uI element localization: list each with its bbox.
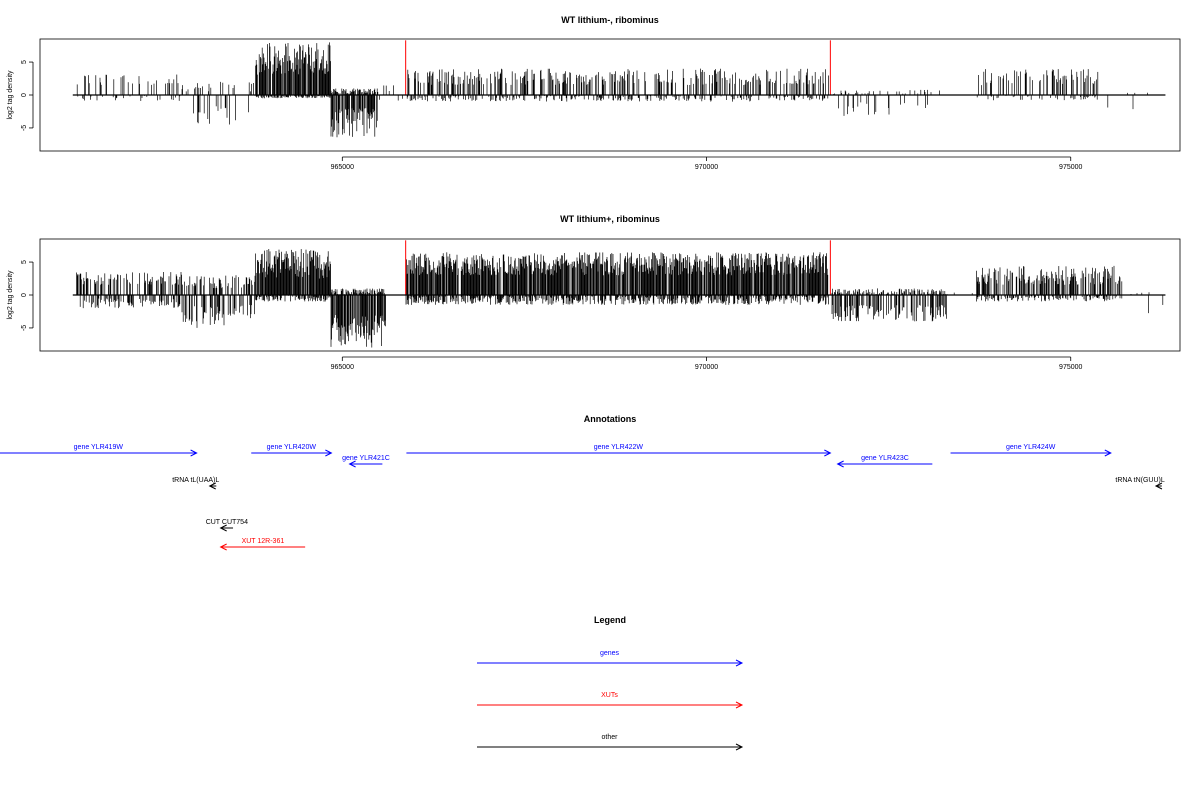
legend-item: XUTs [477,692,744,709]
feature-label: gene YLR419W [74,444,124,451]
y-tick-label: 0 [21,93,28,97]
feature-label: tRNA tN(GUU)L [1115,477,1165,484]
legend-title: Legend [594,615,626,625]
legend: Legend genes XUTs other [477,615,744,751]
x-tick-label: 970000 [695,164,718,171]
arrow-head [735,701,744,709]
y-tick-label: 5 [21,60,28,64]
x-tick-label: 970000 [695,364,718,371]
feature-label: gene YLR420W [267,444,317,451]
chart-title: WT lithium+, ribominus [560,214,660,224]
y-tick-label: 5 [21,260,28,264]
x-axis: 965000 970000 975000 [331,356,1083,371]
x-tick-label: 975000 [1059,164,1082,171]
feature-label: tRNA tL(UAA)L [172,477,219,484]
y-tick-label: -5 [21,325,28,331]
arrow-head [735,659,744,667]
highlight-bars [405,40,831,95]
chart-title: WT lithium-, ribominus [561,15,659,25]
plot-frame [39,38,1181,152]
arrow-head [325,449,333,457]
arrow-head [1104,449,1112,457]
y-tick-label: 0 [21,293,28,297]
feature-label: gene YLR421C [342,455,390,462]
x-tick-label: 965000 [331,364,354,371]
arrow-head [1154,482,1163,490]
y-axis-label: log2 tag density [7,270,14,320]
arrow-head [836,460,844,468]
feature-other: CUT CUT754 [206,519,248,532]
legend-label: genes [600,650,620,657]
feature-gene: gene YLR419W [0,444,198,457]
x-tick-label: 975000 [1059,364,1082,371]
arrow-head [824,449,832,457]
arrow-head [190,449,198,457]
legend-items: genes XUTs other [477,650,744,751]
legend-item: genes [477,650,744,667]
highlight-bars [405,240,831,295]
arrow-head [735,743,744,751]
x-axis: 965000 970000 975000 [331,156,1083,171]
arrow-head [208,482,216,490]
arrow-head [219,524,227,532]
feature-label: gene YLR422W [594,444,644,451]
x-tick-label: 965000 [331,164,354,171]
feature-gene: gene YLR423C [836,455,933,468]
feature-other: tRNA tL(UAA)L [172,477,219,490]
y-axis: -5 0 5 [21,260,34,331]
feature-label: XUT 12R-361 [242,538,285,545]
panel-lithium-minus: WT lithium-, ribominus log2 tag density … [7,15,1181,171]
y-axis-label: log2 tag density [7,70,14,120]
annotations-panel: Annotations gene YLR419W gene YLR420Wgene… [0,414,1165,551]
feature-xut: XUT 12R-361 [219,538,306,551]
y-tick-label: -5 [21,125,28,131]
annotations-title: Annotations [584,414,637,424]
y-axis: -5 0 5 [21,60,34,131]
feature-gene: gene YLR422W [406,444,832,457]
feature-gene: gene YLR421C [342,455,390,468]
feature-gene: gene YLR424W [950,444,1112,457]
plot-frame [39,238,1181,352]
density-bars [76,42,1148,138]
feature-gene: gene YLR420W [251,444,333,457]
feature-other: tRNA tN(GUU)L [1115,477,1165,490]
legend-label: XUTs [601,692,618,699]
panel-lithium-plus: WT lithium+, ribominus log2 tag density … [7,214,1181,371]
density-bars [76,249,1164,348]
legend-label: other [602,734,619,741]
feature-label: gene YLR424W [1006,444,1056,451]
arrow-head [348,460,356,468]
feature-label: CUT CUT754 [206,519,248,526]
annotation-features: gene YLR419W gene YLR420W gene YLR421C gene… [0,444,1165,551]
feature-label: gene YLR423C [861,455,909,462]
arrow-head [219,543,227,551]
legend-item: other [477,734,744,751]
